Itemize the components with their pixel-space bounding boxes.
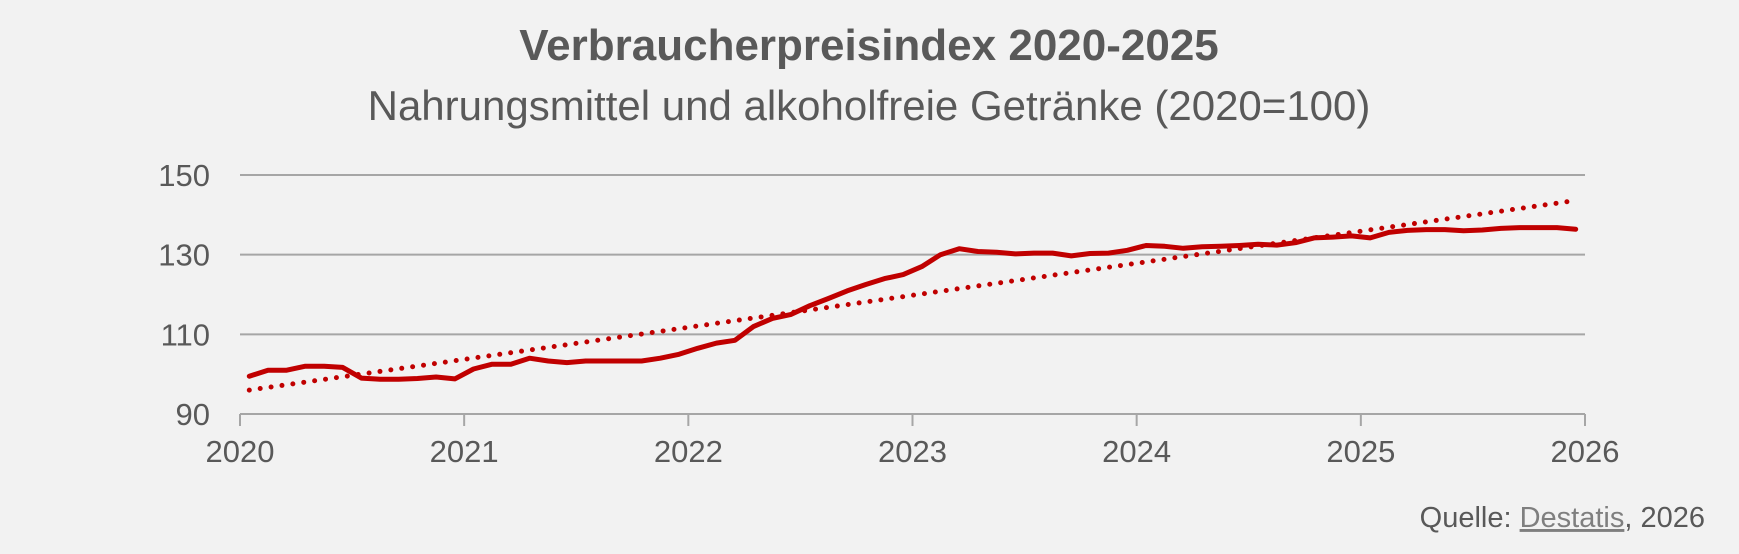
y-tick-label: 130 (158, 238, 210, 273)
chart-title: Verbraucherpreisindex 2020-2025 (519, 21, 1219, 70)
trend-line (246, 198, 1579, 393)
grid-lines (240, 174, 1585, 336)
y-tick-label: 150 (158, 158, 210, 193)
source-suffix: , 2026 (1624, 502, 1705, 534)
x-tick-label: 2025 (1326, 434, 1395, 469)
y-axis: 90 110 130 150 (158, 158, 210, 432)
x-tick-label: 2020 (206, 434, 275, 469)
x-axis (239, 413, 1586, 426)
y-tick-label: 90 (176, 397, 210, 432)
series-line (246, 225, 1579, 382)
y-tick-label: 110 (161, 317, 210, 352)
source-prefix: Quelle: (1420, 502, 1520, 534)
source-link[interactable]: Destatis (1520, 502, 1625, 534)
source-note: Quelle: Destatis, 2026 (1420, 502, 1705, 534)
series-layer (246, 198, 1579, 393)
x-tick-label: 2023 (878, 434, 947, 469)
chart-subtitle: Nahrungsmittel und alkoholfreie Getränke… (368, 82, 1371, 129)
x-tick-label: 2022 (654, 434, 723, 469)
x-tick-labels: 2020 2021 2022 2023 2024 2025 2026 (206, 434, 1620, 469)
x-tick-label: 2026 (1551, 434, 1620, 469)
x-tick-label: 2021 (430, 434, 499, 469)
x-tick-label: 2024 (1102, 434, 1171, 469)
